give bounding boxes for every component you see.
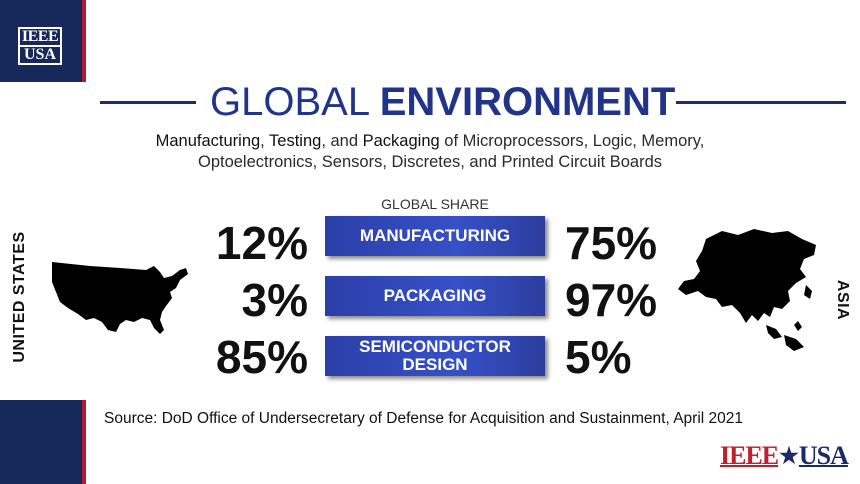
- source-citation: Source: DoD Office of Undersecretary of …: [104, 410, 743, 427]
- ieee-usa-logo: IEEE USA: [18, 27, 62, 65]
- us-share-manufacturing: 12%: [215, 217, 308, 269]
- logo-line-1: IEEE: [20, 28, 60, 47]
- us-share-design: 85%: [215, 331, 308, 383]
- category-bar-manufacturing: MANUFACTURING: [325, 216, 545, 256]
- us-map-icon: [52, 262, 188, 334]
- global-share-label: GLOBAL SHARE: [381, 196, 489, 212]
- category-label: MANUFACTURING: [359, 226, 511, 245]
- region-label-us-text: UNITED STATES: [11, 231, 28, 363]
- subtitle-part: Packaging: [362, 132, 440, 150]
- title-bold: ENVIRONMENT: [379, 80, 676, 124]
- top-left-red-stripe: [82, 0, 86, 82]
- bottom-left-red-stripe: [82, 400, 86, 484]
- subtitle-part: Testing: [269, 132, 322, 150]
- subtitle-part: of Microprocessors, Logic, Memory,: [439, 132, 705, 150]
- subtitle: Manufacturing, Testing, and Packaging of…: [120, 131, 740, 173]
- subtitle-part: , and: [321, 132, 363, 150]
- region-label-asia: ASIA: [822, 270, 860, 330]
- bottom-left-corner-panel: [0, 400, 82, 484]
- category-label-line-2: DESIGN: [402, 355, 468, 374]
- subtitle-part: Manufacturing: [155, 132, 261, 150]
- asia-share-design: 5%: [565, 331, 632, 383]
- asia-share-manufacturing: 75%: [565, 217, 658, 269]
- title-rule-left: [100, 101, 196, 104]
- footer-logo-ieee: IEEE: [720, 441, 779, 470]
- top-left-corner-panel: [0, 0, 82, 82]
- category-label: PACKAGING: [383, 286, 487, 305]
- region-label-asia-text: ASIA: [834, 279, 851, 321]
- category-bar-design: SEMICONDUCTOR DESIGN: [325, 336, 545, 376]
- category-label-line-1: SEMICONDUCTOR: [359, 337, 511, 356]
- category-label: SEMICONDUCTOR DESIGN: [359, 338, 511, 374]
- subtitle-line-1: Manufacturing, Testing, and Packaging of…: [120, 131, 740, 152]
- category-bar-packaging: PACKAGING: [325, 276, 545, 316]
- asia-map-icon: [678, 229, 816, 351]
- logo-line-2: USA: [23, 46, 56, 63]
- subtitle-line-2: Optoelectronics, Sensors, Discretes, and…: [197, 153, 663, 171]
- page-title: GLOBAL ENVIRONMENT: [210, 80, 675, 124]
- footer-logo-usa: USA: [798, 441, 849, 470]
- title-light: GLOBAL: [210, 80, 369, 124]
- star-icon: ★: [779, 443, 799, 468]
- footer-ieee-usa-logo: IEEE ★ USA: [720, 441, 850, 471]
- subtitle-part: ,: [260, 132, 270, 150]
- region-label-us: UNITED STATES: [0, 231, 40, 363]
- title-row: GLOBAL ENVIRONMENT: [0, 80, 860, 124]
- asia-share-packaging: 97%: [565, 274, 658, 326]
- us-share-packaging: 3%: [241, 274, 308, 326]
- title-rule-right: [676, 101, 846, 104]
